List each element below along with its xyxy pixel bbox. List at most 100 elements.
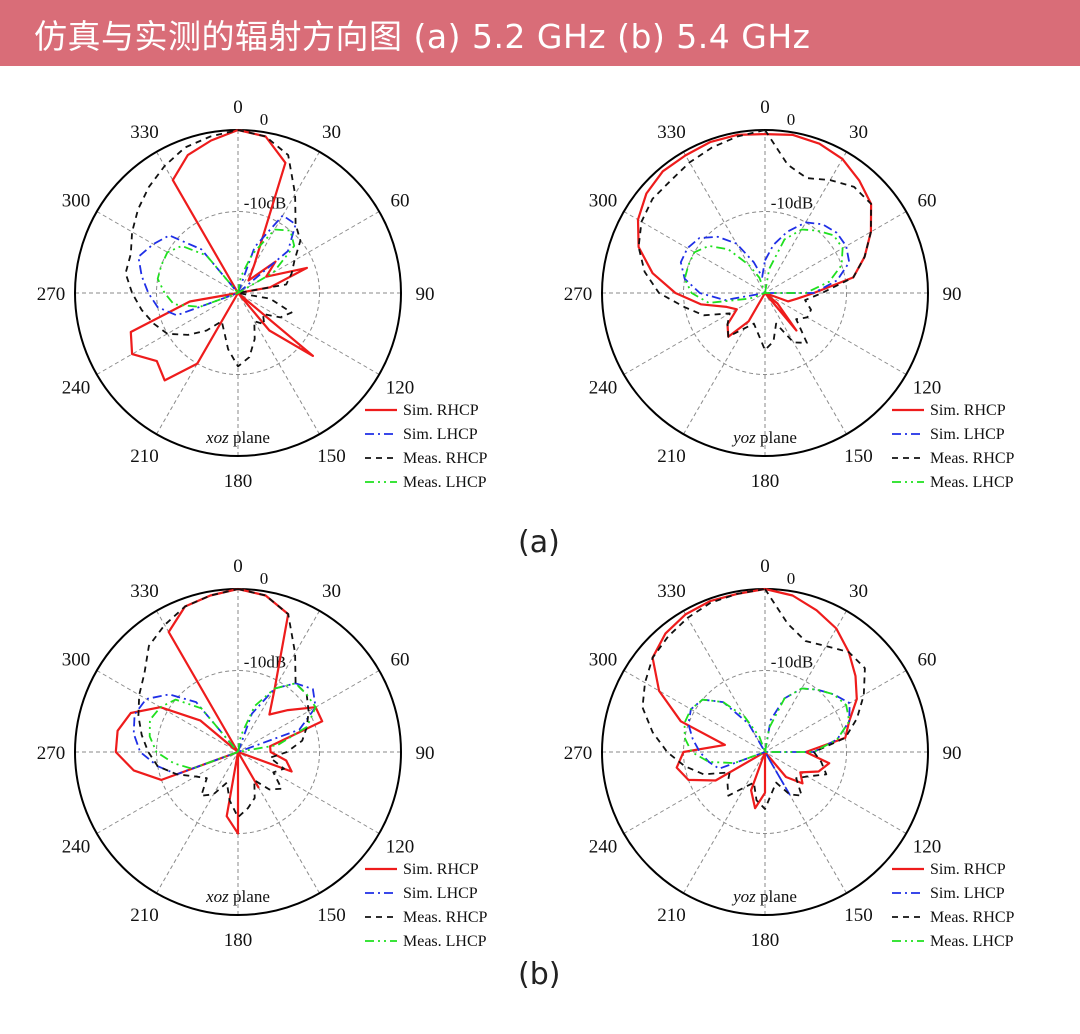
- series-line-meas-rhcp: [137, 588, 310, 819]
- plane-label-suffix: plane: [229, 428, 270, 447]
- ring-label-mid: -10dB: [771, 194, 814, 213]
- ring-label-0: 0: [787, 110, 796, 129]
- grid-spoke: [683, 151, 847, 435]
- angle-tick-label: 330: [657, 581, 686, 602]
- outer-ring: [74, 588, 402, 916]
- series-line-meas-rhcp: [124, 129, 302, 368]
- legend-label: Meas. LHCP: [930, 933, 1014, 950]
- grid-spoke: [623, 211, 907, 375]
- angle-tick-label: 180: [751, 930, 780, 951]
- legend-label: Meas. LHCP: [403, 474, 487, 491]
- angle-tick-label: 180: [751, 471, 780, 492]
- grid-spoke: [96, 670, 380, 834]
- angle-tick-label: 90: [943, 743, 962, 764]
- angle-tick-label: 270: [564, 284, 593, 305]
- angle-tick-label: 180: [224, 471, 253, 492]
- angle-tick-label: 120: [913, 378, 942, 399]
- series-line-meas-lhcp: [683, 687, 851, 764]
- series-line-meas-lhcp: [683, 228, 844, 304]
- angle-tick-label: 240: [62, 378, 91, 399]
- legend-label: Meas. RHCP: [930, 450, 1015, 467]
- grid-spoke: [96, 211, 380, 375]
- angle-tick-label: 240: [589, 837, 618, 858]
- grid-ring-mid: [683, 211, 847, 375]
- series-line-sim-lhcp: [679, 221, 851, 301]
- series-line-meas-rhcp: [637, 129, 872, 351]
- legend-label: Meas. RHCP: [403, 909, 488, 926]
- ring-label-mid: -10dB: [244, 653, 287, 672]
- figure-title: 仿真与实测的辐射方向图 (a) 5.2 GHz (b) 5.4 GHz: [34, 17, 811, 56]
- angle-tick-label: 150: [844, 905, 873, 926]
- legend-label: Meas. RHCP: [403, 450, 488, 467]
- angle-tick-label: 270: [37, 743, 66, 764]
- angle-tick-label: 300: [62, 191, 91, 212]
- plane-label-axis: yoz: [731, 887, 756, 906]
- angle-tick-label: 300: [589, 191, 618, 212]
- ring-label-0: 0: [787, 569, 796, 588]
- series-line-sim-lhcp: [687, 687, 851, 796]
- series-line-sim-lhcp: [137, 214, 297, 317]
- angle-tick-label: 180: [224, 930, 253, 951]
- angle-tick-label: 60: [390, 650, 409, 671]
- ring-label-mid: -10dB: [244, 194, 287, 213]
- angle-tick-label: 60: [390, 191, 409, 212]
- caption-b: (b): [518, 957, 561, 992]
- legend-label: Sim. LHCP: [930, 426, 1005, 443]
- legend-label: Sim. RHCP: [930, 402, 1006, 419]
- angle-tick-label: 60: [917, 191, 936, 212]
- angle-tick-label: 90: [416, 284, 435, 305]
- grid-ring-mid: [156, 211, 320, 375]
- series-line-meas-lhcp: [156, 228, 296, 308]
- angle-tick-label: 30: [849, 581, 868, 602]
- series-line-sim-rhcp: [651, 587, 858, 810]
- legend-label: Meas. LHCP: [403, 933, 487, 950]
- angle-tick-label: 240: [62, 837, 91, 858]
- angle-tick-label: 30: [322, 581, 341, 602]
- angle-tick-label: 300: [62, 650, 91, 671]
- grid-spoke: [96, 211, 380, 375]
- angle-tick-label: 120: [386, 378, 415, 399]
- outer-ring: [601, 588, 929, 916]
- ring-label-mid: -10dB: [771, 653, 814, 672]
- grid-spoke: [683, 610, 847, 894]
- legend-label: Sim. RHCP: [403, 402, 479, 419]
- series-line-meas-lhcp: [148, 682, 317, 770]
- grid-spoke: [156, 151, 320, 435]
- plane-label-suffix: plane: [229, 887, 270, 906]
- ring-label-0: 0: [260, 110, 269, 129]
- legend-label: Meas. LHCP: [930, 474, 1014, 491]
- legend-label: Sim. LHCP: [930, 885, 1005, 902]
- angle-tick-label: 330: [130, 122, 159, 143]
- angle-tick-label: 210: [657, 905, 686, 926]
- angle-tick-label: 270: [37, 284, 66, 305]
- grid-ring-mid: [683, 670, 847, 834]
- outer-ring: [601, 129, 929, 457]
- angle-tick-label: 150: [317, 905, 346, 926]
- grid-spoke: [623, 670, 907, 834]
- grid-spoke: [623, 670, 907, 834]
- series-line-sim-rhcp: [114, 587, 324, 835]
- grid-spoke: [156, 610, 320, 894]
- angle-tick-label: 150: [317, 446, 346, 467]
- legend-label: Meas. RHCP: [930, 909, 1015, 926]
- angle-tick-label: 210: [130, 905, 159, 926]
- series-line-meas-rhcp: [641, 588, 866, 810]
- plane-label: yoz plane: [731, 428, 797, 447]
- grid-spoke: [96, 670, 380, 834]
- angle-tick-label: 330: [130, 581, 159, 602]
- angle-tick-label: 150: [844, 446, 873, 467]
- plane-label-axis: xoz: [205, 428, 229, 447]
- ring-label-0: 0: [260, 569, 269, 588]
- legend-label: Sim. LHCP: [403, 885, 478, 902]
- grid-ring-mid: [156, 670, 320, 834]
- angle-tick-label: 60: [917, 650, 936, 671]
- angle-tick-label: 0: [233, 97, 243, 118]
- angle-tick-label: 90: [416, 743, 435, 764]
- angle-tick-label: 0: [233, 556, 243, 577]
- angle-tick-label: 120: [913, 837, 942, 858]
- angle-tick-label: 210: [657, 446, 686, 467]
